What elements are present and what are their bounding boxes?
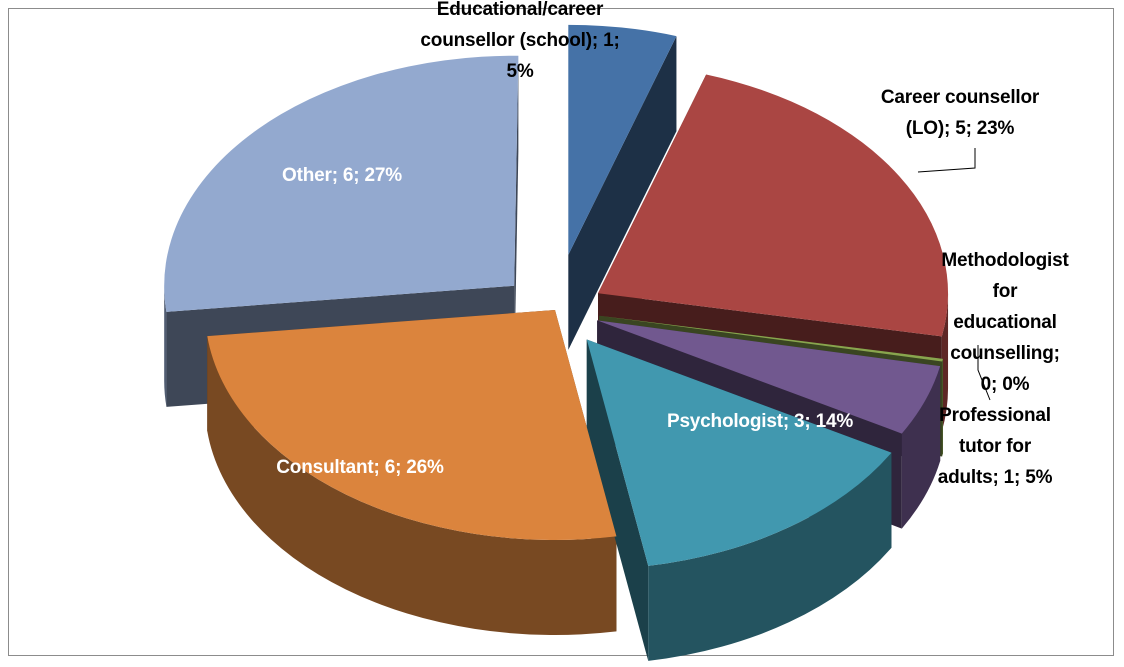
data-label-psychologist: Psychologist; 3; 14% bbox=[666, 411, 854, 432]
leader-line-career-counsellor bbox=[917, 148, 976, 173]
psychologist-cut-face-2 bbox=[586, 339, 649, 661]
pie-slice-other bbox=[164, 55, 519, 312]
consultant-outer-wall bbox=[207, 336, 617, 635]
data-label-consultant: Consultant; 6; 26% bbox=[276, 457, 444, 478]
leader-lines bbox=[917, 148, 991, 401]
pie-slice-educational-career-counsellor-school bbox=[568, 24, 677, 255]
other-cut-face-2 bbox=[514, 55, 519, 381]
data-label-other: Other; 6; 27% bbox=[282, 165, 402, 186]
leader-line-professional-tutor bbox=[977, 345, 991, 401]
data-label-educational-career-counsellor-school: Educational/career counsellor (school); … bbox=[420, 0, 620, 82]
pie-slice-consultant bbox=[207, 310, 617, 540]
educational-career-counsellor-school-cut-face-2 bbox=[568, 36, 677, 350]
pie-slice-methodologist-for-educational-counselling bbox=[599, 315, 943, 362]
pie-slice-professional-tutor-for-adults bbox=[597, 320, 941, 434]
career-counsellor-lo-outer-wall bbox=[941, 293, 949, 432]
pie-slice-career-counsellor-lo bbox=[598, 74, 949, 337]
data-label-methodologist-for-educational-counselling: Methodologist for educational counsellin… bbox=[941, 250, 1069, 395]
pie-slice-psychologist bbox=[586, 339, 892, 566]
other-outer-wall bbox=[164, 285, 167, 407]
methodologist-for-educational-counselling-outer-wall bbox=[942, 358, 943, 457]
data-label-professional-tutor-for-adults: Professional tutor for adults; 1; 5% bbox=[937, 405, 1053, 488]
professional-tutor-for-adults-outer-wall bbox=[901, 366, 941, 529]
psychologist-outer-wall bbox=[648, 452, 892, 661]
pie-slice-tops bbox=[164, 24, 949, 566]
data-label-career-counsellor-lo: Career counsellor (LO); 5; 23% bbox=[880, 87, 1040, 139]
